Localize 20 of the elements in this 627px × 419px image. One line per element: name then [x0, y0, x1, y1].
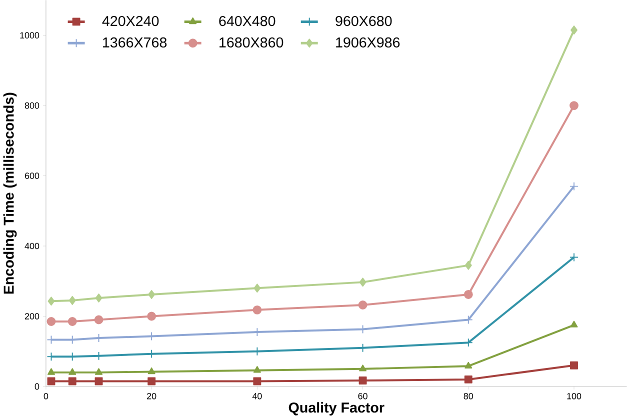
x-tick-label: 20 [147, 393, 156, 400]
x-tick-label: 100 [567, 393, 582, 400]
y-tick-label: 200 [24, 313, 40, 320]
x-tick-label: 0 [44, 393, 48, 400]
y-axis-title: Encoding Time (milliseconds) [3, 92, 17, 294]
legend-label: 1366X768 [103, 37, 167, 48]
y-tick-label: 400 [24, 242, 40, 250]
legend-label: 1906X986 [336, 37, 400, 48]
legend-label: 420X240 [102, 16, 159, 26]
y-tick-label: 1000 [20, 32, 40, 39]
x-tick-label: 60 [358, 393, 368, 400]
y-tick-label: 600 [24, 172, 40, 180]
x-tick-label: 40 [252, 393, 262, 400]
x-tick-label: 80 [464, 393, 474, 400]
legend-label: 1680X860 [220, 37, 284, 48]
legend-label: 640X480 [219, 16, 276, 26]
y-tick-label: 800 [24, 102, 40, 109]
y-tick-label: 0 [34, 383, 40, 390]
legend-label: 960X680 [336, 16, 392, 26]
x-axis-title: Quality Factor [288, 402, 384, 416]
